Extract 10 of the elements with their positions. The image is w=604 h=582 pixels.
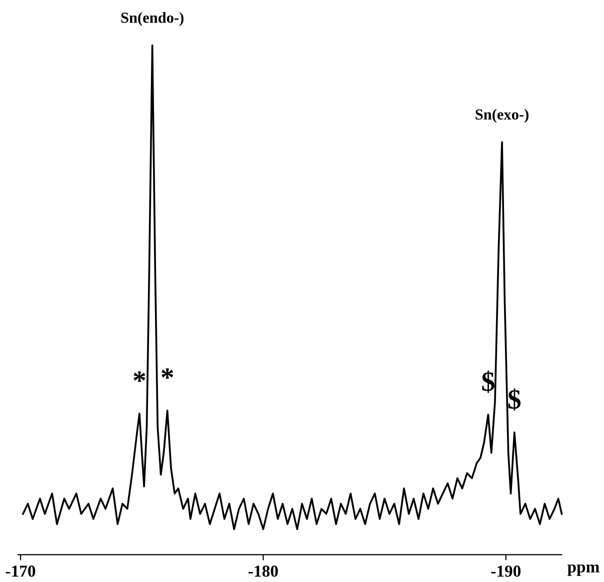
annotation: $ <box>508 388 521 411</box>
annotation: * <box>134 371 146 382</box>
annotation: $ <box>482 370 494 393</box>
x-tick-label: -170 <box>6 566 36 577</box>
annotation: * <box>162 368 174 379</box>
x-tick-label: -190 <box>491 566 521 577</box>
annotation: Sn(exo-) <box>476 108 529 123</box>
x-axis-title: ppm <box>567 564 600 576</box>
x-tick-label: -180 <box>248 566 278 577</box>
annotation: Sn(endo-) <box>121 12 184 26</box>
